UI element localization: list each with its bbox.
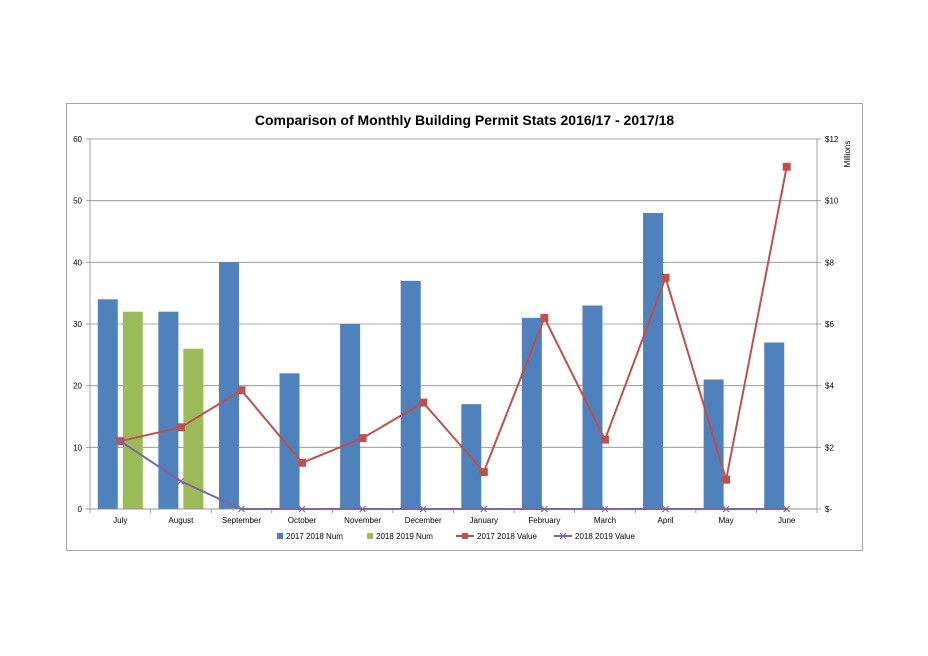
y-left-tick-label: 20 [73, 382, 82, 391]
bar [400, 280, 421, 509]
line-point [237, 386, 246, 395]
legend-marker [462, 533, 468, 539]
bar [703, 379, 724, 509]
series-line [120, 166, 788, 480]
line-point [722, 475, 731, 484]
bar [582, 305, 603, 509]
legend-swatch [277, 533, 283, 539]
line-point [783, 505, 791, 513]
x-tick-label: June [778, 516, 796, 525]
line-point [479, 468, 488, 476]
y-left-tick-label: 60 [73, 135, 82, 144]
line-point [540, 505, 548, 513]
bar [643, 213, 664, 509]
line-point [419, 505, 427, 513]
y-left-tick-label: 50 [73, 197, 82, 206]
chart-frame: Comparison of Monthly Building Permit St… [66, 103, 863, 551]
x-tick-label: October [288, 516, 317, 525]
y-right-tick-label: $6 [825, 320, 834, 329]
line-point [661, 273, 670, 282]
line-point [480, 505, 488, 513]
line-point [782, 162, 791, 171]
x-tick-label: August [168, 516, 194, 525]
y-left-tick-label: 10 [73, 443, 82, 452]
x-tick-label: November [344, 516, 381, 525]
y-right-tick-label: $10 [825, 197, 839, 206]
legend-label: 2018 2019 Num [376, 532, 433, 541]
x-tick-label: March [594, 516, 616, 525]
line-point [116, 437, 124, 445]
line-point [540, 313, 549, 322]
bar [340, 324, 361, 509]
bar [97, 299, 118, 509]
line-point [601, 505, 609, 513]
x-tick-label: July [113, 516, 127, 525]
series-line [119, 440, 787, 510]
y-right-tick-label: $4 [825, 382, 834, 391]
bar [158, 311, 179, 509]
y-left-tick-label: 40 [73, 258, 82, 267]
bar [764, 342, 785, 509]
line-point [176, 423, 185, 432]
y-left-tick-label: 0 [78, 505, 83, 514]
chart-title: Comparison of Monthly Building Permit St… [254, 112, 675, 128]
bar [122, 311, 143, 509]
legend-label: 2017 2018 Value [477, 532, 537, 541]
chart-plot: 0 10 20 30 40 50 60 $- $2 $4 $6 $8 $10 $12 Millions Jul… [73, 135, 852, 541]
y-left-tick-label: 30 [73, 320, 82, 329]
line-point [359, 505, 367, 513]
bar [183, 348, 204, 509]
y-right-axis-label: Millions [843, 141, 852, 168]
legend-label: 2017 2018 Num [286, 532, 343, 541]
line-point [662, 505, 669, 513]
bar [521, 317, 542, 509]
line-point [358, 434, 367, 443]
legend-label: 2018 2019 Value [575, 532, 635, 541]
y-right-tick-label: $2 [825, 443, 834, 452]
x-tick-label: April [658, 516, 674, 525]
y-right-tick-label: $12 [825, 135, 839, 144]
bar [218, 262, 239, 509]
line-point [298, 505, 306, 513]
line-point [238, 505, 245, 513]
x-tick-label: September [222, 516, 261, 525]
line-point [298, 458, 307, 467]
legend-marker [559, 532, 567, 540]
x-tick-label: May [719, 516, 734, 525]
x-tick-label: February [528, 516, 560, 525]
line-point [419, 398, 428, 407]
y-right-tick-label: $8 [825, 258, 834, 267]
line-point [177, 477, 185, 485]
legend-swatch [367, 533, 373, 539]
x-tick-label: January [470, 516, 498, 525]
line-point [722, 505, 730, 513]
x-tick-label: December [405, 516, 442, 525]
bar [279, 373, 300, 509]
y-right-tick-label: $- [825, 505, 832, 514]
line-point [600, 435, 609, 444]
